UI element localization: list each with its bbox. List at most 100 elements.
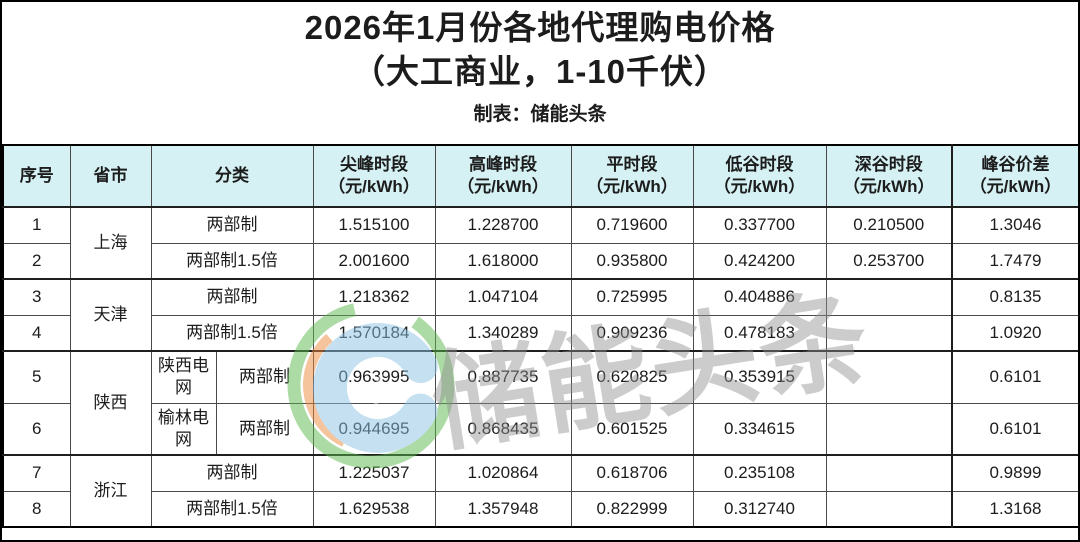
peak-price-cell: 1.020864 [434,454,572,492]
flat-price-cell: 0.822999 [570,490,694,528]
col-header-valley-name: 低谷时段 [725,154,794,174]
deep-price-cell [825,454,953,492]
flat-price-cell: 0.909236 [570,314,694,352]
valley-price-cell: 0.353915 [692,350,827,404]
col-header-category: 分类 [150,144,314,208]
col-header-peak: 高峰时段 （元/kWh） [434,144,572,208]
valley-price-cell: 0.424200 [692,242,827,280]
category-cell: 两部制 [150,278,314,316]
table-row: 7 浙江 两部制 1.225037 1.020864 0.618706 0.23… [2,454,1078,528]
province-cell: 上海 [69,206,152,280]
valley-price-cell: 0.334615 [692,402,827,456]
table-row: 8 两部制1.5倍 1.629538 1.357948 0.822999 0.3… [2,490,1078,528]
deep-price-cell [825,278,953,316]
category-cell: 两部制 [215,350,314,404]
diff-price-cell: 1.0920 [951,314,1078,352]
category-cell: 两部制1.5倍 [150,314,314,352]
diff-price-cell: 0.9899 [951,454,1078,492]
peak-price-cell: 1.340289 [434,314,572,352]
col-header-diff-unit: （元/kWh） [969,177,1062,196]
valley-price-cell: 0.478183 [692,314,827,352]
diff-price-cell: 0.6101 [951,350,1078,404]
sharp-price-cell: 1.218362 [312,278,436,316]
credit-line: 制表：储能头条 [473,104,607,125]
flat-price-cell: 0.719600 [570,206,694,244]
page-title: 2026年1月份各地代理购电价格 [304,9,776,46]
valley-price-cell: 0.404886 [692,278,827,316]
peak-price-cell: 0.887735 [434,350,572,404]
row-no-cell: 8 [2,490,71,528]
table-row: 5 陕西 陕西电网 两部制 0.963995 0.887735 0.620825… [2,350,1078,456]
row-no-cell: 4 [2,314,71,352]
col-header-sharp: 尖峰时段 （元/kWh） [312,144,436,208]
flat-price-cell: 0.620825 [570,350,694,404]
deep-price-cell: 0.253700 [825,242,953,280]
category-cell: 两部制1.5倍 [150,242,314,280]
deep-price-cell [825,350,953,404]
col-header-sharp-unit: （元/kWh） [328,177,420,196]
diff-price-cell: 0.8135 [951,278,1078,316]
col-header-peak-unit: （元/kWh） [457,177,549,196]
flat-price-cell: 0.725995 [570,278,694,316]
category-cell: 两部制 [150,454,314,492]
category-cell: 两部制 [150,206,314,244]
price-table: 序号 省市 分类 尖峰时段 （元/kWh） 高峰时段 （元/kWh） 平时段 （… [2,144,1078,528]
col-header-deep-name: 深谷时段 [854,154,923,174]
page-subtitle: （大工商业，1-10千伏） [351,53,729,90]
table-row: 1 上海 两部制 1.515100 1.228700 0.719600 0.33… [2,206,1078,280]
flat-price-cell: 0.935800 [570,242,694,280]
col-header-flat-name: 平时段 [606,154,658,174]
col-header-deep-unit: （元/kWh） [842,177,935,196]
category-cell: 两部制 [215,402,314,456]
flat-price-cell: 0.601525 [570,402,694,456]
diff-price-cell: 1.7479 [951,242,1078,280]
valley-price-cell: 0.337700 [692,206,827,244]
row-no-cell: 2 [2,242,71,280]
province-cell: 陕西 [69,350,152,456]
header-row: 序号 省市 分类 尖峰时段 （元/kWh） 高峰时段 （元/kWh） 平时段 （… [2,144,1078,208]
col-header-diff: 峰谷价差 （元/kWh） [951,144,1078,208]
col-header-valley-unit: （元/kWh） [713,177,806,196]
sharp-price-cell: 0.963995 [312,350,436,404]
col-header-peak-name: 高峰时段 [469,154,537,174]
table-row: 3 天津 两部制 1.218362 1.047104 0.725995 0.40… [2,278,1078,352]
grid-cell: 榆林电网 [150,402,217,456]
col-header-valley: 低谷时段 （元/kWh） [692,144,827,208]
deep-price-cell [825,402,953,456]
row-no-cell: 7 [2,454,71,492]
peak-price-cell: 1.228700 [434,206,572,244]
peak-price-cell: 1.618000 [434,242,572,280]
peak-price-cell: 0.868435 [434,402,572,456]
province-cell: 天津 [69,278,152,352]
title-block: 2026年1月份各地代理购电价格 （大工商业，1-10千伏） 制表：储能头条 [2,2,1078,144]
row-no-cell: 1 [2,206,71,244]
peak-price-cell: 1.357948 [434,490,572,528]
table-row: 6 榆林电网 两部制 0.944695 0.868435 0.601525 0.… [2,402,1078,456]
peak-price-cell: 1.047104 [434,278,572,316]
row-no-cell: 3 [2,278,71,316]
sharp-price-cell: 1.629538 [312,490,436,528]
valley-price-cell: 0.235108 [692,454,827,492]
col-header-no: 序号 [2,144,71,208]
table-row: 2 两部制1.5倍 2.001600 1.618000 0.935800 0.4… [2,242,1078,280]
deep-price-cell: 0.210500 [825,206,953,244]
province-cell: 浙江 [69,454,152,528]
category-cell: 两部制1.5倍 [150,490,314,528]
diff-price-cell: 1.3168 [951,490,1078,528]
sharp-price-cell: 1.570184 [312,314,436,352]
flat-price-cell: 0.618706 [570,454,694,492]
table-row: 4 两部制1.5倍 1.570184 1.340289 0.909236 0.4… [2,314,1078,352]
grid-cell: 陕西电网 [150,350,217,404]
sharp-price-cell: 0.944695 [312,402,436,456]
col-header-flat: 平时段 （元/kWh） [570,144,694,208]
diff-price-cell: 0.6101 [951,402,1078,456]
row-no-cell: 5 [2,350,71,404]
col-header-flat-unit: （元/kWh） [586,177,678,196]
diff-price-cell: 1.3046 [951,206,1078,244]
row-no-cell: 6 [2,402,71,456]
deep-price-cell [825,314,953,352]
sharp-price-cell: 1.225037 [312,454,436,492]
sharp-price-cell: 2.001600 [312,242,436,280]
col-header-sharp-name: 尖峰时段 [340,154,408,174]
